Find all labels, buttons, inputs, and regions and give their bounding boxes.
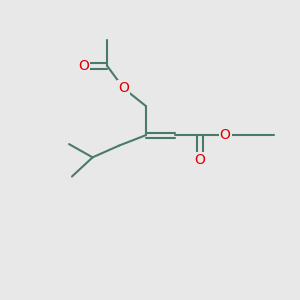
Text: O: O <box>118 81 129 95</box>
Text: O: O <box>195 153 206 167</box>
Text: O: O <box>220 128 230 142</box>
Text: O: O <box>78 59 89 73</box>
